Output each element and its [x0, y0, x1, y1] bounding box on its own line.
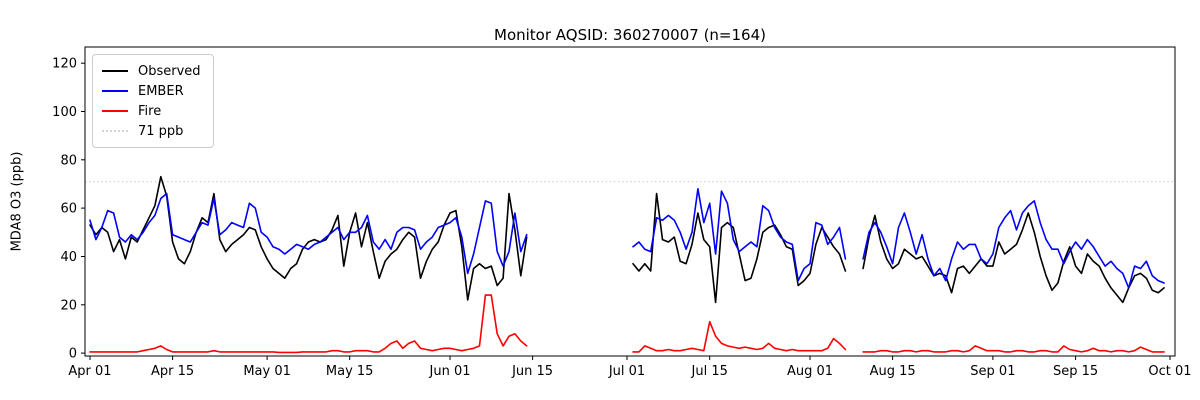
- legend-label: 71 ppb: [138, 123, 184, 139]
- y-tick-label: 120: [52, 57, 77, 72]
- legend: Observed EMBER Fire 71 ppb: [92, 54, 214, 148]
- legend-item-threshold: 71 ppb: [102, 121, 201, 141]
- x-tick-label: May 15: [326, 364, 374, 379]
- observed-line: [89, 175, 528, 301]
- y-tick-label: 0: [69, 347, 77, 362]
- x-tick-label: Aug 01: [787, 364, 833, 379]
- chart-title: Monitor AQSID: 360270007 (n=164): [494, 26, 766, 44]
- legend-item-fire: Fire: [102, 101, 201, 121]
- x-tick-label: Sep 01: [970, 364, 1015, 379]
- observed-line: [862, 212, 1165, 304]
- fire-line: [632, 320, 847, 353]
- x-tick-label: Sep 15: [1053, 364, 1098, 379]
- threshold-line-sample: [102, 130, 128, 132]
- legend-label: EMBER: [138, 83, 184, 99]
- legend-item-observed: Observed: [102, 61, 201, 81]
- legend-item-ember: EMBER: [102, 81, 201, 101]
- x-tick-label: May 01: [243, 364, 291, 379]
- fire-line-sample: [102, 110, 128, 112]
- x-tick-label: Jun 01: [429, 364, 471, 379]
- x-tick-label: Aug 15: [870, 364, 916, 379]
- observed-line-sample: [102, 70, 128, 72]
- fire-line: [89, 294, 528, 354]
- x-tick-label: Apr 15: [151, 364, 194, 379]
- y-tick-label: 20: [60, 298, 77, 313]
- x-tick-label: Jul 01: [608, 364, 645, 379]
- axes-frame: [84, 46, 1176, 357]
- x-tick-label: Jul 15: [691, 364, 728, 379]
- fire-line: [862, 345, 1165, 353]
- ember-line-sample: [102, 90, 128, 92]
- y-tick-label: 100: [52, 105, 77, 120]
- ember-line: [862, 200, 1165, 289]
- legend-label: Fire: [138, 103, 162, 119]
- y-tick-label: 60: [60, 202, 77, 217]
- x-tick-label: Apr 01: [68, 364, 111, 379]
- x-tick-label: Jun 15: [511, 364, 553, 379]
- ember-line: [632, 188, 847, 282]
- x-tick-label: Oct 01: [1148, 364, 1191, 379]
- y-tick-label: 40: [60, 250, 77, 265]
- observed-line: [632, 192, 847, 304]
- legend-label: Observed: [138, 63, 201, 79]
- y-tick-label: 80: [60, 153, 77, 168]
- ember-line: [89, 192, 528, 275]
